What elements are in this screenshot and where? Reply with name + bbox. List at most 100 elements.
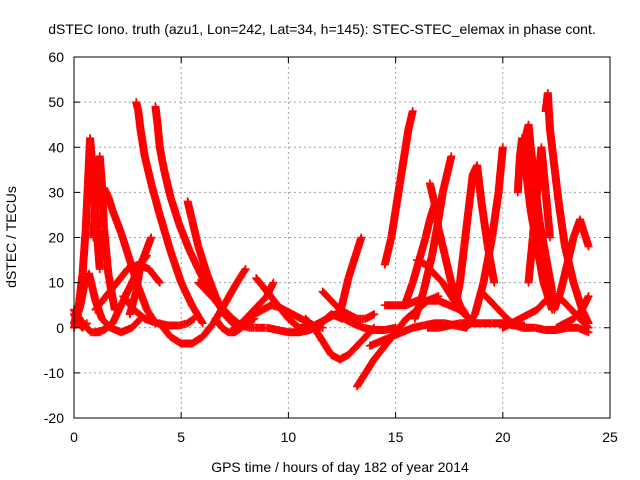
data-point-trail	[221, 306, 236, 322]
data-point-trail	[141, 153, 155, 186]
data-point-trail	[524, 235, 537, 286]
data-point	[147, 233, 156, 242]
data-point-trail	[184, 198, 196, 222]
x-tick-label: 20	[495, 429, 511, 445]
data-point	[250, 314, 259, 323]
data-point-trail	[522, 171, 535, 213]
data-point-trail	[371, 343, 388, 363]
data-point	[95, 265, 104, 274]
chart-title: dSTEC Iono. truth (azu1, Lon=242, Lat=34…	[48, 21, 595, 37]
data-series	[550, 215, 593, 314]
data-point-trail	[212, 297, 227, 313]
data-point	[545, 233, 554, 242]
data-point-trail	[460, 207, 473, 249]
data-point-trail	[400, 126, 413, 159]
data-point-trail	[488, 189, 503, 240]
data-point-trail	[221, 311, 236, 327]
data-point-trail	[131, 306, 148, 322]
x-tick-label: 5	[177, 429, 185, 445]
data-point-trail	[97, 324, 109, 336]
data-point-trail	[541, 189, 554, 240]
data-point	[357, 233, 366, 242]
data-series	[335, 233, 366, 319]
data-point-trail	[431, 270, 446, 286]
data-series	[155, 265, 250, 348]
tick-labels: 0 5 10 15 20 25 -20 -10 0 10 20 30 40 50 60	[44, 49, 618, 445]
data-series	[70, 305, 111, 337]
data-series	[541, 89, 593, 328]
data-point-trail	[464, 171, 477, 213]
data-point-trail	[100, 226, 113, 277]
data-point-trail	[533, 244, 548, 286]
data-point	[370, 310, 379, 319]
data-point-trail	[136, 126, 149, 159]
data-point-trail	[219, 324, 232, 336]
data-point-trail	[463, 311, 479, 331]
data-point-trail	[89, 198, 100, 240]
data-point-trail	[362, 324, 378, 340]
data-point-trail	[220, 280, 241, 308]
data-point	[155, 278, 164, 287]
data-point-trail	[541, 253, 556, 295]
data-series	[132, 98, 207, 328]
data-point-trail	[534, 297, 549, 313]
x-tick-label: 25	[602, 429, 618, 445]
y-tick-label: 10	[48, 275, 64, 291]
data-point-trail	[232, 320, 244, 331]
data-point	[190, 314, 199, 323]
data-point-trail	[513, 153, 524, 195]
data-point-trail	[92, 293, 110, 313]
data-point	[584, 292, 593, 301]
x-axis-label: GPS time / hours of day 182 of year 2014	[211, 459, 469, 475]
data-point-trail	[146, 266, 163, 286]
data-point-trail	[255, 293, 270, 309]
data-point-trail	[319, 288, 335, 304]
data-point-trail	[194, 244, 211, 277]
data-point-trail	[238, 320, 251, 331]
data-point-trail	[477, 198, 492, 249]
data-point-trail	[402, 280, 417, 304]
data-point-trail	[353, 370, 369, 390]
data-point-trail	[473, 162, 486, 204]
data-point-trail	[554, 198, 569, 249]
data-point-trail	[189, 333, 206, 347]
data-point-trail	[439, 171, 451, 195]
data-point-trail	[160, 167, 175, 200]
x-tick-label: 15	[388, 429, 404, 445]
data-point-trail	[495, 306, 510, 322]
data-point-trail	[129, 315, 144, 331]
data-point-trail	[387, 207, 400, 240]
data-point-trail	[396, 153, 408, 186]
data-point-trail	[439, 280, 455, 299]
data-point-trail	[151, 104, 162, 128]
data-point-trail	[422, 261, 438, 277]
data-point-trail	[535, 217, 550, 258]
data-point-trail	[117, 230, 134, 263]
data-point-trail	[156, 212, 175, 254]
y-axis-label: dSTEC / TECUs	[3, 186, 19, 288]
data-point-trail	[391, 180, 404, 213]
x-tick-label: 10	[281, 429, 297, 445]
data-series	[125, 251, 151, 319]
data-point-trail	[203, 271, 219, 299]
data-series	[413, 256, 473, 323]
data-point-trail	[285, 315, 302, 331]
data-point	[102, 323, 111, 332]
data-point-trail	[543, 90, 554, 132]
data-point-trail	[487, 297, 502, 313]
data-point-trail	[362, 356, 378, 376]
data-point-trail	[546, 126, 559, 168]
data-point-trail	[195, 279, 210, 295]
data-point-trail	[479, 235, 496, 286]
data-point-trail	[345, 342, 360, 358]
data-point-trail	[87, 280, 100, 304]
y-tick-label: -20	[44, 410, 64, 426]
data-point	[498, 143, 507, 152]
data-series	[380, 107, 417, 269]
data-series	[524, 143, 554, 287]
data-point-trail	[513, 322, 525, 332]
data-point-trail	[550, 162, 563, 204]
y-tick-label: -10	[44, 365, 64, 381]
data-point-trail	[311, 325, 326, 344]
